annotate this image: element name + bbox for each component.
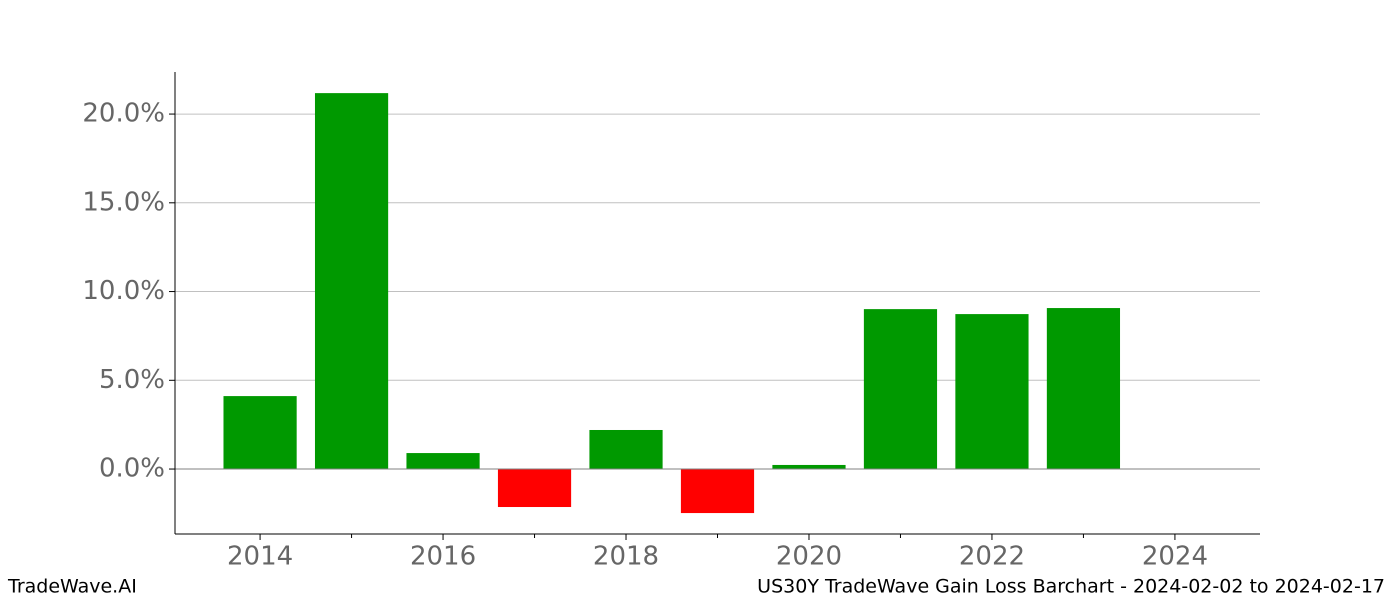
- bar: [680, 469, 755, 514]
- x-tick-label: 2016: [410, 542, 476, 572]
- y-tick-label: 0.0%: [99, 454, 165, 484]
- x-tick-label: 2022: [959, 542, 1025, 572]
- x-tick-label: 2014: [227, 542, 293, 572]
- y-tick-label: 5.0%: [99, 365, 165, 395]
- bar: [772, 464, 846, 470]
- bar: [223, 396, 297, 470]
- x-tick-label: 2018: [593, 542, 659, 572]
- bar: [1046, 308, 1121, 470]
- y-tick-label: 10.0%: [82, 276, 165, 306]
- bar: [406, 453, 480, 470]
- x-tick-label: 2020: [776, 542, 842, 572]
- bar: [863, 309, 938, 470]
- x-tick-label: 2024: [1142, 542, 1208, 572]
- y-tick-label: 15.0%: [82, 187, 165, 217]
- bar: [497, 469, 572, 508]
- brand: TradeWave.AI: [7, 576, 137, 598]
- bar: [955, 314, 1029, 470]
- chart-title: US30Y TradeWave Gain Loss Barchart - 202…: [757, 576, 1385, 598]
- bar: [314, 93, 389, 470]
- bar: [589, 429, 663, 470]
- y-tick-label: 20.0%: [82, 99, 165, 129]
